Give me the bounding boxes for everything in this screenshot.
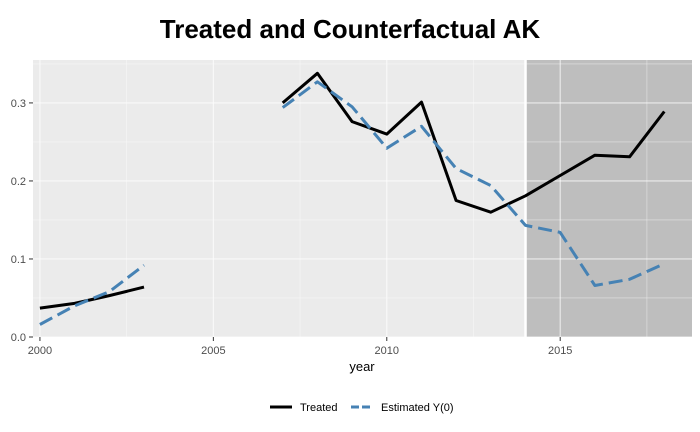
legend-entry-estimated-y0: Estimated Y(0) [351, 402, 454, 414]
series-line-treated [39, 285, 145, 310]
y-tick-label: 0.3 [11, 98, 26, 110]
series-line-estimated-y0 [281, 80, 665, 287]
x-tick-label: 2000 [28, 345, 52, 357]
y-tick-label: 0.0 [11, 332, 26, 344]
y-tick-label: 0.1 [11, 254, 26, 266]
x-tick-label: 2015 [548, 345, 572, 357]
x-tick-label: 2010 [375, 345, 399, 357]
series-line-treated [281, 71, 666, 214]
y-tick-label: 0.2 [11, 176, 26, 188]
x-axis-title: year [349, 359, 375, 374]
legend-entry-treated: Treated [270, 402, 338, 414]
chart-title: Treated and Counterfactual AK [159, 14, 541, 44]
x-tick-label: 2005 [201, 345, 225, 357]
post-treatment-shaded-region [525, 60, 692, 337]
legend-label: Treated [300, 402, 338, 414]
legend-label: Estimated Y(0) [381, 402, 454, 414]
legend: Treated Estimated Y(0) [270, 402, 454, 414]
